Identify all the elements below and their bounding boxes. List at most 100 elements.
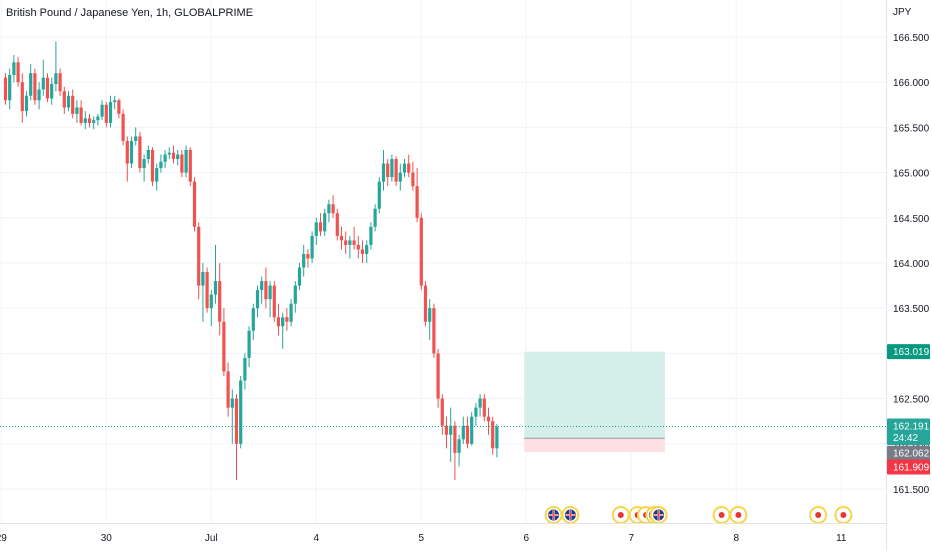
candle-up: [268, 285, 272, 300]
candle-down: [386, 163, 390, 178]
countdown-tag: 24:42: [893, 433, 918, 444]
y-tick-label: 162.000: [893, 440, 930, 451]
candle-up: [176, 154, 180, 160]
x-tick-label: Jul: [205, 533, 218, 544]
entry-price-tag-bg: [887, 445, 930, 461]
candle-down: [234, 398, 239, 444]
candle-down: [356, 244, 360, 250]
candle-down: [482, 398, 486, 417]
candle-up: [129, 140, 134, 164]
countdown-tag-bg: [887, 430, 930, 446]
y-tick-label: 164.000: [893, 259, 930, 270]
candle-down: [121, 113, 125, 141]
candle-down: [272, 285, 276, 318]
candle-up: [428, 308, 432, 322]
candle-up: [113, 100, 117, 103]
candle-up: [289, 303, 293, 322]
candle-down: [20, 82, 24, 112]
candle-up: [167, 152, 171, 155]
candle-down: [436, 353, 440, 399]
candle-down: [104, 104, 108, 123]
candle-down: [16, 62, 20, 83]
candle-down: [33, 73, 37, 101]
candle-down: [222, 321, 226, 372]
event-dot-core-icon: [815, 512, 822, 518]
candle-up: [155, 168, 159, 182]
entry-price-tag: 162.062: [893, 449, 930, 460]
candle-up: [243, 357, 247, 381]
candle-up: [260, 281, 264, 291]
candle-up: [398, 172, 402, 182]
candle-down: [125, 140, 129, 164]
candle-down: [3, 77, 8, 101]
candle-up: [8, 74, 12, 101]
x-tick-label: 11: [836, 533, 847, 544]
candle-up: [474, 407, 478, 417]
candle-up: [348, 240, 352, 245]
candle-down: [79, 107, 83, 123]
chart-title: British Pound / Japanese Yen, 1h, GLOBAL…: [6, 7, 254, 19]
candle-up: [75, 107, 79, 114]
candle-up: [255, 290, 260, 309]
candle-up: [293, 285, 297, 304]
x-tick-label: 8: [734, 533, 740, 544]
candle-up: [310, 235, 314, 259]
candle-up: [201, 272, 205, 286]
candle-down: [344, 240, 348, 245]
y-tick-label: 166.500: [893, 33, 930, 44]
candle-down: [150, 150, 155, 182]
candle-up: [381, 163, 386, 182]
candle-down: [226, 371, 230, 408]
candle-down: [432, 308, 436, 354]
candle-down: [339, 235, 344, 241]
position-zones: [524, 351, 665, 453]
candle-up: [12, 62, 16, 75]
candle-up: [41, 77, 45, 90]
economic-events[interactable]: [544, 506, 853, 524]
event-dot-core-icon: [840, 512, 847, 518]
y-tick-label: 163.500: [893, 304, 930, 315]
candle-down: [71, 95, 75, 114]
candle-down: [491, 421, 495, 449]
event-dot-core-icon: [735, 512, 742, 518]
candle-down: [331, 204, 335, 214]
candle-up: [478, 398, 482, 408]
y-tick-label: 166.000: [893, 78, 930, 89]
grid: [0, 0, 886, 523]
candle-down: [192, 181, 197, 227]
x-tick-label: 30: [101, 533, 113, 544]
x-tick-label: 4: [314, 533, 320, 544]
currency-label: JPY: [893, 7, 912, 18]
candle-up: [66, 95, 71, 108]
candle-up: [373, 208, 377, 227]
candle-up: [281, 317, 285, 327]
candle-up: [142, 159, 146, 169]
candle-up: [239, 380, 243, 444]
candle-down: [45, 77, 50, 99]
candle-up: [146, 150, 150, 160]
candle-up: [302, 253, 306, 268]
candle-up: [327, 204, 331, 214]
candle-up: [54, 73, 58, 85]
candle-down: [171, 152, 176, 160]
last-price-tag-bg: [887, 418, 930, 434]
candle-up: [297, 267, 302, 286]
candle-up: [365, 244, 369, 254]
y-tick-label: 164.500: [893, 214, 930, 225]
candle-up: [213, 281, 218, 295]
candle-up: [457, 439, 461, 453]
target-zone: [524, 351, 665, 439]
y-tick-label: 161.500: [893, 485, 930, 496]
candle-down: [180, 154, 184, 173]
candle-down: [352, 240, 356, 245]
candle-up: [37, 89, 41, 101]
candle-up: [390, 159, 394, 178]
candle-down: [62, 91, 66, 108]
candle-down: [440, 398, 444, 426]
candle-down: [58, 73, 62, 92]
stop-price-tag-bg: [887, 459, 930, 475]
target-price-tag-bg: [887, 344, 930, 360]
